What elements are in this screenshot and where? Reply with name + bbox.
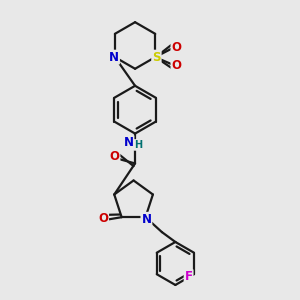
Text: S: S xyxy=(152,51,161,64)
Text: N: N xyxy=(141,213,152,226)
Text: O: O xyxy=(110,150,119,163)
Text: F: F xyxy=(184,270,193,283)
Text: N: N xyxy=(109,51,119,64)
Text: N: N xyxy=(124,136,134,149)
Text: O: O xyxy=(171,41,182,54)
Text: O: O xyxy=(98,212,108,225)
Text: O: O xyxy=(171,59,182,72)
Text: H: H xyxy=(134,140,142,150)
